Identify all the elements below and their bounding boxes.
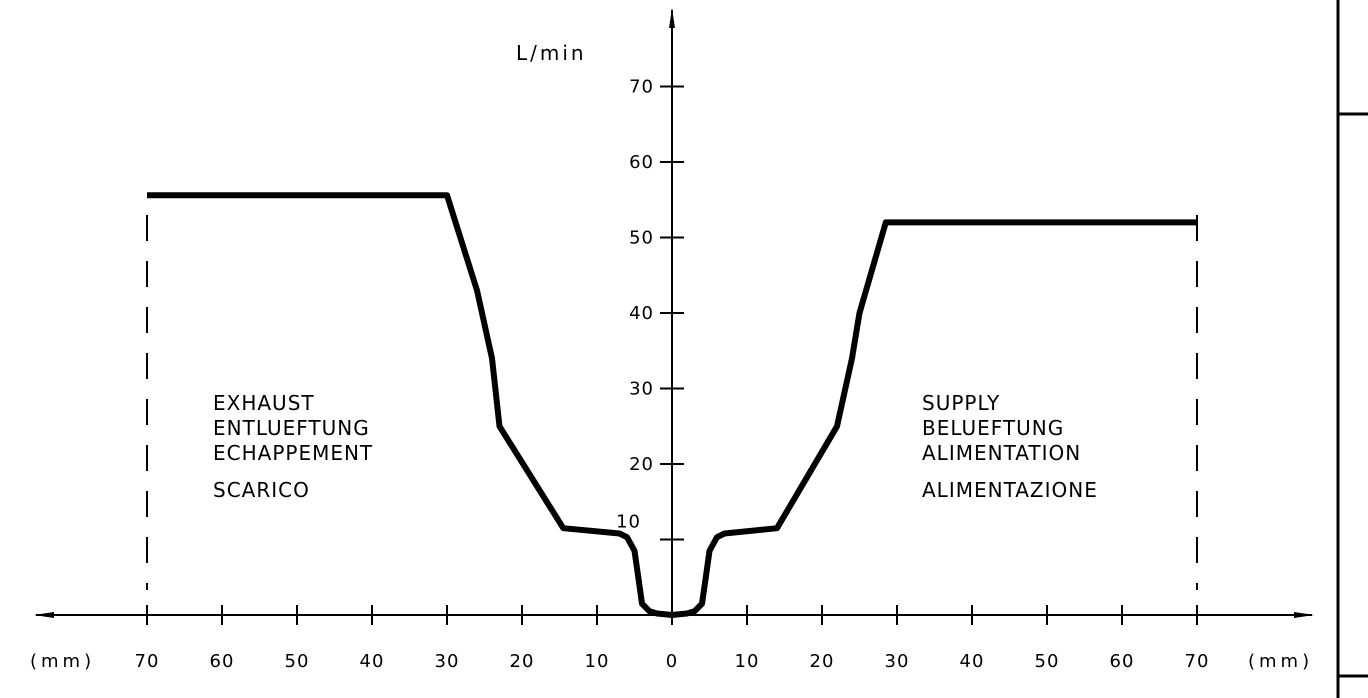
x-unit-left: (mm): [30, 651, 95, 672]
x-tick-label: 70: [135, 651, 160, 672]
flow-curve: [147, 192, 1197, 618]
region-supply-labels: SUPPLY BELUEFTUNG ALIMENTATION ALIMENTAZ…: [922, 391, 1098, 502]
region-right-line-3: ALIMENTATION: [922, 441, 1081, 465]
y-ticks: 10 20 30 40 50 60 70: [616, 77, 684, 541]
x-tick-label: 20: [510, 651, 535, 672]
region-left-line-4: SCARICO: [213, 478, 310, 502]
x-tick-label: 0: [666, 651, 678, 672]
y-tick-label: 60: [629, 152, 654, 173]
x-tick-label: 40: [360, 651, 385, 672]
x-tick-label: 10: [585, 651, 610, 672]
y-tick-label: 40: [629, 303, 654, 324]
x-tick-label: 30: [435, 651, 460, 672]
limit-lines: [146, 215, 1198, 590]
x-tick-label: 60: [210, 651, 235, 672]
x-tick-label: 50: [285, 651, 310, 672]
x-tick-label: 70: [1185, 651, 1210, 672]
y-tick-label: 30: [629, 379, 654, 400]
y-tick-label: 50: [629, 228, 654, 249]
y-tick-label: 70: [629, 77, 654, 98]
series-group: [147, 192, 1197, 618]
x-tick-label: 10: [735, 651, 760, 672]
region-left-line-1: EXHAUST: [213, 391, 315, 415]
region-left-line-2: ENTLUEFTUNG: [213, 416, 370, 440]
x-tick-label: 30: [885, 651, 910, 672]
y-tick-label: 20: [629, 454, 654, 475]
region-exhaust-labels: EXHAUST ENTLUEFTUNG ECHAPPEMENT SCARICO: [213, 391, 373, 502]
y-tick-label: 10: [616, 512, 641, 533]
x-tick-label: 40: [960, 651, 985, 672]
x-tick-label: 20: [810, 651, 835, 672]
x-unit-right: (mm): [1248, 651, 1313, 672]
region-right-line-1: SUPPLY: [922, 391, 1000, 415]
region-right-line-2: BELUEFTUNG: [922, 416, 1064, 440]
x-tick-label: 60: [1110, 651, 1135, 672]
x-tick-label: 50: [1035, 651, 1060, 672]
x-ticks: 70 60 50 40 30 20 10 0 10 20 30 40 50 60 70: [135, 605, 1210, 672]
region-right-line-4: ALIMENTAZIONE: [922, 478, 1098, 502]
region-left-line-3: ECHAPPEMENT: [213, 441, 373, 465]
y-axis-label: L/min: [516, 41, 587, 65]
